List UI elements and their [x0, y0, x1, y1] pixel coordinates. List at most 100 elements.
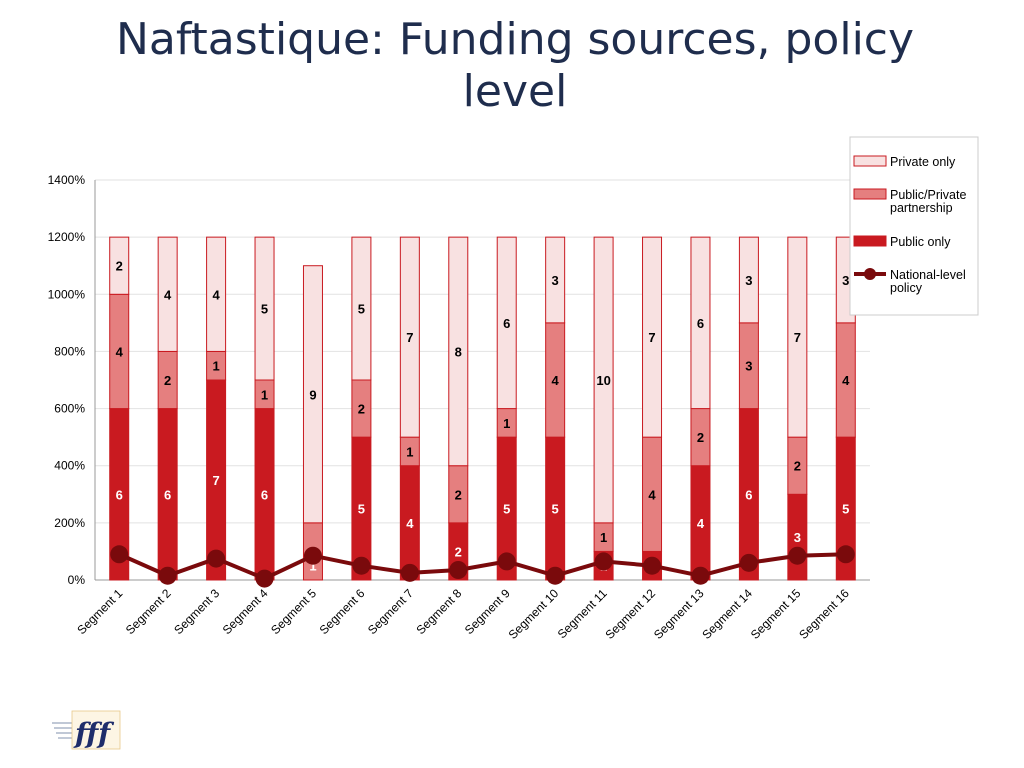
label-private-only: 7	[648, 330, 655, 345]
y-tick-label: 600%	[54, 402, 85, 416]
national-policy-point	[594, 552, 613, 571]
national-policy-point	[303, 546, 322, 565]
bar-private-only	[787, 236, 808, 438]
label-public-only: 6	[116, 487, 123, 502]
label-public-private: 2	[455, 487, 462, 502]
national-policy-point	[255, 569, 274, 588]
label-public-private: 2	[697, 430, 704, 445]
y-tick-label: 800%	[54, 344, 85, 358]
y-tick-label: 200%	[54, 516, 85, 530]
national-policy-point	[110, 545, 129, 564]
national-policy-point	[643, 556, 662, 575]
label-public-private: 4	[552, 373, 560, 388]
label-public-private: 2	[358, 402, 365, 417]
x-tick-label: Segment 12	[602, 586, 658, 642]
bar-private-only	[399, 236, 420, 438]
legend-label: Public only	[890, 235, 951, 249]
x-tick-label: Segment 14	[699, 586, 755, 642]
national-policy-point	[400, 563, 419, 582]
legend-label: partnership	[890, 201, 953, 215]
national-policy-point	[449, 561, 468, 579]
label-public-private: 2	[164, 373, 171, 388]
x-tick-label: Segment 3	[171, 586, 222, 637]
bar-private-only	[448, 236, 469, 467]
x-tick-label: Segment 15	[748, 586, 804, 642]
label-private-only: 5	[358, 302, 365, 317]
label-public-private: 1	[406, 444, 413, 459]
label-private-only: 2	[116, 259, 123, 274]
label-public-only: 5	[842, 502, 849, 517]
label-public-private: 1	[261, 387, 268, 402]
x-tick-label: Segment 2	[123, 586, 174, 637]
bar-private-only	[642, 236, 663, 438]
label-private-only: 8	[455, 344, 462, 359]
fff-logo-icon: fff	[52, 710, 121, 750]
national-policy-point	[739, 553, 758, 572]
label-public-private: 1	[503, 416, 510, 431]
x-tick-label: Segment 7	[365, 586, 416, 637]
label-private-only: 3	[842, 273, 849, 288]
label-public-private: 3	[745, 359, 752, 374]
bar-private-only	[593, 236, 614, 524]
national-policy-point	[158, 566, 177, 585]
label-private-only: 3	[745, 273, 752, 288]
national-policy-point	[788, 546, 807, 565]
bar-private-only	[690, 236, 711, 410]
label-public-only: 5	[552, 502, 559, 517]
label-private-only: 5	[261, 302, 268, 317]
label-public-private: 1	[212, 359, 219, 374]
legend-national-policy-marker	[864, 268, 876, 280]
y-tick-label: 1400%	[48, 173, 86, 187]
x-tick-label: Segment 10	[506, 586, 562, 642]
x-tick-label: Segment 1	[74, 586, 125, 637]
bar-private-only	[302, 265, 323, 524]
label-private-only: 9	[309, 387, 316, 402]
bar-private-only	[109, 236, 130, 295]
label-private-only: 7	[794, 330, 801, 345]
bar-private-only	[351, 236, 372, 381]
label-public-only: 2	[455, 544, 462, 559]
label-public-only: 1	[309, 559, 316, 574]
label-private-only: 7	[406, 330, 413, 345]
x-tick-label: Segment 9	[462, 586, 513, 637]
bar-private-only	[738, 236, 759, 324]
x-tick-label: Segment 16	[796, 586, 852, 642]
y-tick-label: 1000%	[48, 287, 86, 301]
legend-box	[849, 136, 979, 316]
legend-label: Public/Private	[890, 188, 966, 202]
legend-public-private-swatch	[853, 188, 887, 200]
bar-private-only	[545, 236, 566, 324]
label-public-private: 4	[116, 344, 124, 359]
x-tick-label: Segment 8	[413, 586, 464, 637]
svg-text:fff: fff	[73, 717, 115, 750]
legend-private-only-swatch	[853, 155, 887, 167]
bar-private-only	[254, 236, 275, 381]
label-public-only: 4	[406, 516, 414, 531]
y-tick-label: 1200%	[48, 230, 86, 244]
label-public-only: 4	[697, 516, 705, 531]
label-public-only: 5	[358, 502, 365, 517]
label-public-private: 1	[600, 530, 607, 545]
label-private-only: 4	[212, 287, 220, 302]
slide-title: Naftastique: Funding sources, policy lev…	[115, 14, 915, 117]
x-tick-label: Segment 11	[555, 586, 610, 641]
y-tick-label: 400%	[54, 459, 85, 473]
label-private-only: 10	[596, 373, 610, 388]
x-tick-label: Segment 5	[268, 586, 319, 637]
label-public-only: 6	[164, 487, 171, 502]
national-policy-point	[352, 556, 371, 575]
legend-label: policy	[890, 281, 923, 295]
label-private-only: 3	[552, 273, 559, 288]
label-private-only: 6	[503, 316, 510, 331]
national-policy-point	[546, 566, 565, 585]
national-policy-line	[118, 552, 846, 581]
legend-label: Private only	[890, 155, 956, 169]
national-policy-point	[497, 552, 516, 571]
national-policy-point	[207, 549, 226, 568]
label-public-only: 5	[503, 502, 510, 517]
label-public-private: 4	[842, 373, 850, 388]
x-tick-label: Segment 4	[220, 586, 271, 637]
national-policy-point	[691, 566, 710, 585]
bar-private-only	[157, 236, 178, 352]
